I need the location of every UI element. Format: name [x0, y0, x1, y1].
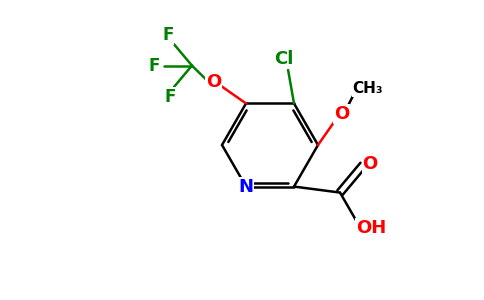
Text: O: O	[363, 155, 378, 173]
Text: Cl: Cl	[274, 50, 294, 68]
Text: F: F	[164, 88, 176, 106]
Text: F: F	[162, 26, 174, 44]
Text: OH: OH	[356, 219, 386, 237]
Text: O: O	[334, 105, 349, 123]
Text: O: O	[206, 73, 221, 91]
Text: N: N	[239, 178, 254, 196]
Text: CH₃: CH₃	[352, 81, 383, 96]
Text: F: F	[148, 57, 160, 75]
